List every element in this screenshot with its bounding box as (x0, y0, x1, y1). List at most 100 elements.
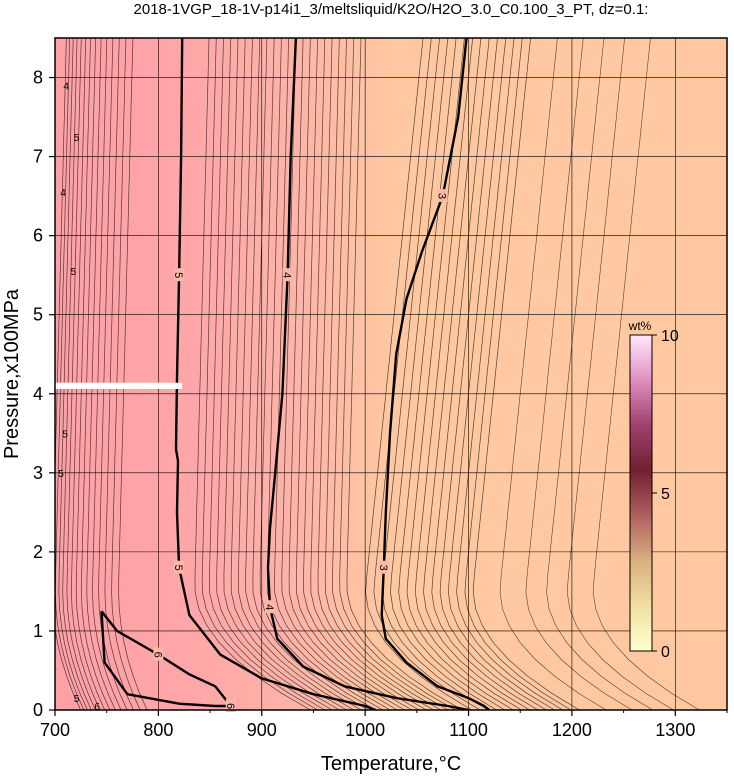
y-tick-label: 1 (33, 621, 43, 641)
contour-label-text: 4 (263, 604, 275, 610)
thin-contour-line (58, 38, 88, 710)
grid-lines (54, 38, 727, 711)
contour-label-bg (437, 189, 448, 203)
thin-contour-line (303, 38, 420, 710)
y-tick-label: 7 (33, 147, 43, 167)
thin-contour-line (238, 38, 355, 710)
plot-area: 6 6 5 5 4 4 3 3 4 5 4 5 5 5 5 6 (54, 37, 728, 713)
thin-contour-line (398, 38, 506, 710)
y-tick-label: 0 (33, 700, 43, 720)
thin-contour-line (209, 38, 326, 710)
thin-contour-line (332, 38, 449, 710)
contour-label-bg (265, 600, 276, 614)
contour-label-bg (174, 560, 185, 574)
y-tick-label: 4 (33, 384, 43, 404)
thin-contour-line (245, 38, 362, 710)
thin-contour-line (288, 38, 405, 710)
y-tick-label: 6 (33, 226, 43, 246)
edge-contour-label: 5 (74, 133, 80, 144)
contour-label-6: 6 (151, 647, 164, 661)
thin-contour-line (546, 38, 653, 710)
contour-label-3: 3 (377, 560, 389, 574)
contour-label-text: 5 (172, 272, 184, 278)
colorbar-ticks: 0 5 10 (652, 328, 679, 661)
thin-contour-line (310, 38, 427, 710)
contour-label-text: 6 (224, 703, 236, 709)
contour-label-bg (282, 268, 293, 282)
edge-contour-label: 5 (74, 694, 80, 705)
thin-contour-line (230, 38, 347, 710)
thin-contour-line (104, 38, 134, 710)
thin-contour-line (281, 38, 398, 710)
thin-contour-line (447, 38, 555, 710)
thin-contour-line (464, 38, 572, 710)
thin-contour-line (66, 38, 96, 710)
x-tick-label: 700 (40, 720, 70, 740)
x-tick-label: 1200 (552, 720, 592, 740)
x-tick-label: 800 (143, 720, 173, 740)
contour-label-text: 3 (436, 193, 448, 199)
thin-contour-line (223, 38, 340, 710)
edge-contour-label: 4 (60, 188, 66, 199)
thin-contour-line (98, 38, 128, 710)
contour-label-text: 5 (172, 565, 184, 571)
y-tick-label: 8 (33, 68, 43, 88)
x-tick-label: 1300 (655, 720, 695, 740)
plot-background (55, 38, 727, 710)
thin-contour-line (525, 38, 633, 710)
x-tick-label: 1000 (345, 720, 385, 740)
thin-contour-line (431, 38, 539, 710)
thin-contour-line (295, 38, 413, 710)
contour-line-4 (266, 38, 469, 710)
y-tick-label: 2 (33, 542, 43, 562)
thin-contour-line (71, 38, 101, 710)
contour-label-bg (378, 560, 389, 574)
thin-contour-line (339, 38, 456, 710)
thin-contour-line (201, 38, 318, 710)
x-tick-label: 900 (247, 720, 277, 740)
contour-label-5: 5 (172, 268, 185, 282)
thin-contour-line (365, 38, 472, 710)
thin-contour-line (80, 38, 111, 710)
contour-label-text: 3 (377, 565, 389, 571)
y-axis-label: Pressure,x100MPa (1, 288, 23, 459)
thin-contour-line (194, 38, 311, 710)
thin-contour-line (86, 38, 116, 710)
contour-label-bg (153, 647, 164, 661)
thin-contour-line (216, 38, 333, 710)
thin-contour-line (274, 38, 391, 710)
thin-contour-line (346, 38, 463, 710)
thin-contour-line (317, 38, 434, 710)
thin-contour-line (456, 38, 563, 710)
contour-label-text: 4 (281, 272, 293, 278)
y-axis: 0 1 2 3 4 5 6 7 8 (33, 68, 55, 720)
thin-contour-line (111, 38, 141, 710)
thin-contour-line (252, 38, 369, 710)
masked-band (55, 382, 183, 390)
thin-contour-line (75, 38, 106, 710)
contour-line-3 (380, 38, 490, 710)
contour-label-text: 6 (151, 652, 163, 658)
thin-contour-line (499, 38, 607, 710)
thin-contour-line (414, 38, 522, 710)
thin-contour-line (390, 38, 497, 710)
plot-frame (54, 37, 728, 711)
edge-contour-label: 4 (63, 81, 69, 92)
thin-contour-line (55, 38, 81, 710)
thin-contour-line (423, 38, 530, 710)
x-axis-label: Temperature,°C (321, 753, 461, 775)
contour-line-5 (174, 38, 376, 710)
thin-contour-line (324, 38, 441, 710)
contour-label-bg (225, 699, 236, 713)
thin-contour-line (373, 38, 481, 710)
colorbar-tick-label: 10 (661, 328, 679, 345)
contour-label-4: 4 (263, 600, 276, 614)
colorbar: wt% 0 5 10 (628, 319, 679, 661)
contour-label-bg (174, 268, 185, 282)
edge-contour-label: 5 (58, 469, 64, 480)
colorbar-tick-label: 0 (661, 644, 670, 661)
colorbar-title: wt% (628, 319, 652, 333)
x-axis: 700 800 900 1000 1100 1200 1300 (40, 710, 728, 740)
thin-contour-line (92, 38, 122, 710)
